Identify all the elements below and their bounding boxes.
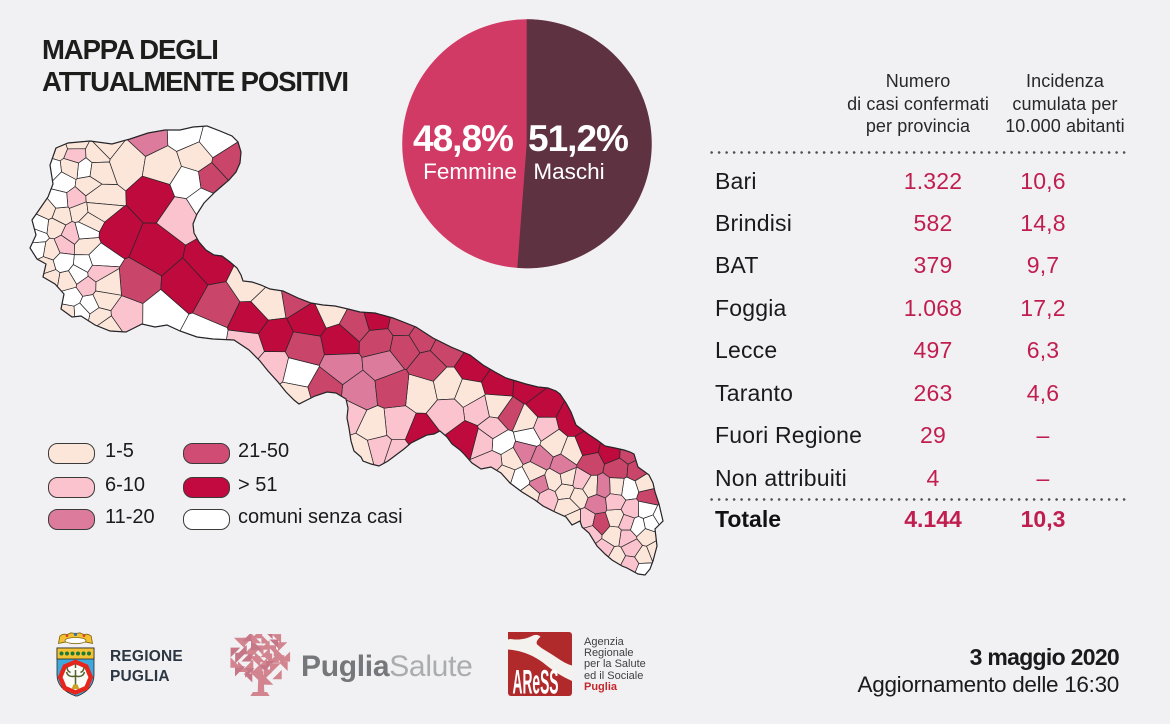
svg-text:Femmine: Femmine (423, 159, 517, 184)
svg-text:Maschi: Maschi (533, 159, 604, 184)
svg-text:48,8%: 48,8% (413, 118, 513, 159)
svg-text:51,2%: 51,2% (528, 118, 628, 159)
svg-text:AReSS: AReSS (513, 664, 559, 697)
